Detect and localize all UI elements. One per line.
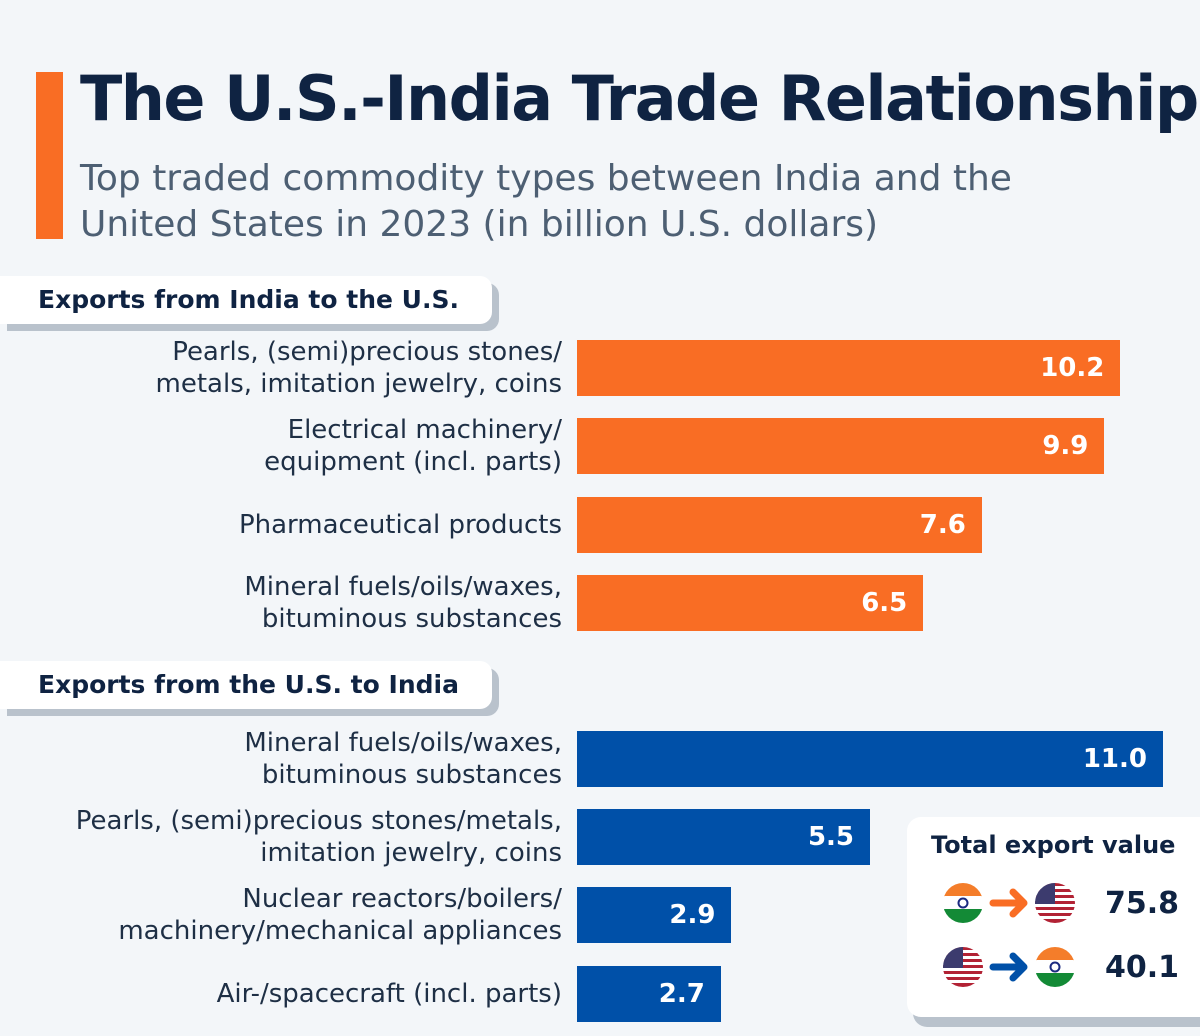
section-india-to-us: Exports from India to the U.S.	[0, 276, 492, 324]
india-flag-icon	[1035, 947, 1075, 987]
bar	[577, 418, 1105, 474]
data-label: 2.7	[658, 979, 705, 1009]
bar	[577, 731, 1163, 787]
india-flag-icon	[943, 883, 983, 923]
data-label: 10.2	[1040, 353, 1105, 383]
category-label: Nuclear reactors/boilers/ machinery/mech…	[118, 884, 562, 946]
subtitle: Top traded commodity types between India…	[80, 158, 1012, 245]
category-label: Pharmaceutical products	[238, 510, 562, 540]
category-label: Mineral fuels/oils/waxes, bituminous sub…	[244, 728, 562, 790]
bar	[577, 575, 924, 631]
us-to-india-total: 40.1	[943, 947, 1179, 987]
total-export-box: Total export value 75.8 40.1	[907, 817, 1200, 1017]
data-label: 9.9	[1042, 431, 1089, 461]
section-us-to-india: Exports from the U.S. to India	[0, 661, 492, 709]
us-flag-icon	[1035, 883, 1075, 923]
india-to-us-total: 75.8	[943, 883, 1179, 923]
page-title: The U.S.-India Trade Relationship	[80, 62, 1199, 135]
us-to-india-value: 40.1	[1105, 949, 1180, 985]
category-label: Electrical machinery/ equipment (incl. p…	[264, 415, 562, 477]
data-label: 6.5	[861, 588, 908, 618]
bar	[577, 966, 721, 1022]
arrow-right-icon	[989, 952, 1028, 982]
bar	[577, 497, 982, 553]
india-to-us-value: 75.8	[1105, 885, 1180, 921]
category-label: Pearls, (semi)precious stones/ metals, i…	[155, 337, 562, 399]
bar	[577, 887, 732, 943]
bar	[577, 809, 870, 865]
arrow-right-icon	[989, 888, 1028, 918]
total-export-title: Total export value	[931, 831, 1176, 859]
accent-bar	[36, 72, 63, 239]
category-label: Pearls, (semi)precious stones/metals, im…	[75, 806, 562, 868]
category-label: Mineral fuels/oils/waxes, bituminous sub…	[244, 572, 562, 634]
data-label: 2.9	[669, 900, 716, 930]
data-label: 7.6	[919, 510, 966, 540]
data-label: 5.5	[807, 822, 854, 852]
category-label: Air-/spacecraft (incl. parts)	[216, 979, 562, 1009]
bar	[577, 340, 1121, 396]
data-label: 11.0	[1082, 744, 1147, 774]
us-flag-icon	[943, 947, 983, 987]
